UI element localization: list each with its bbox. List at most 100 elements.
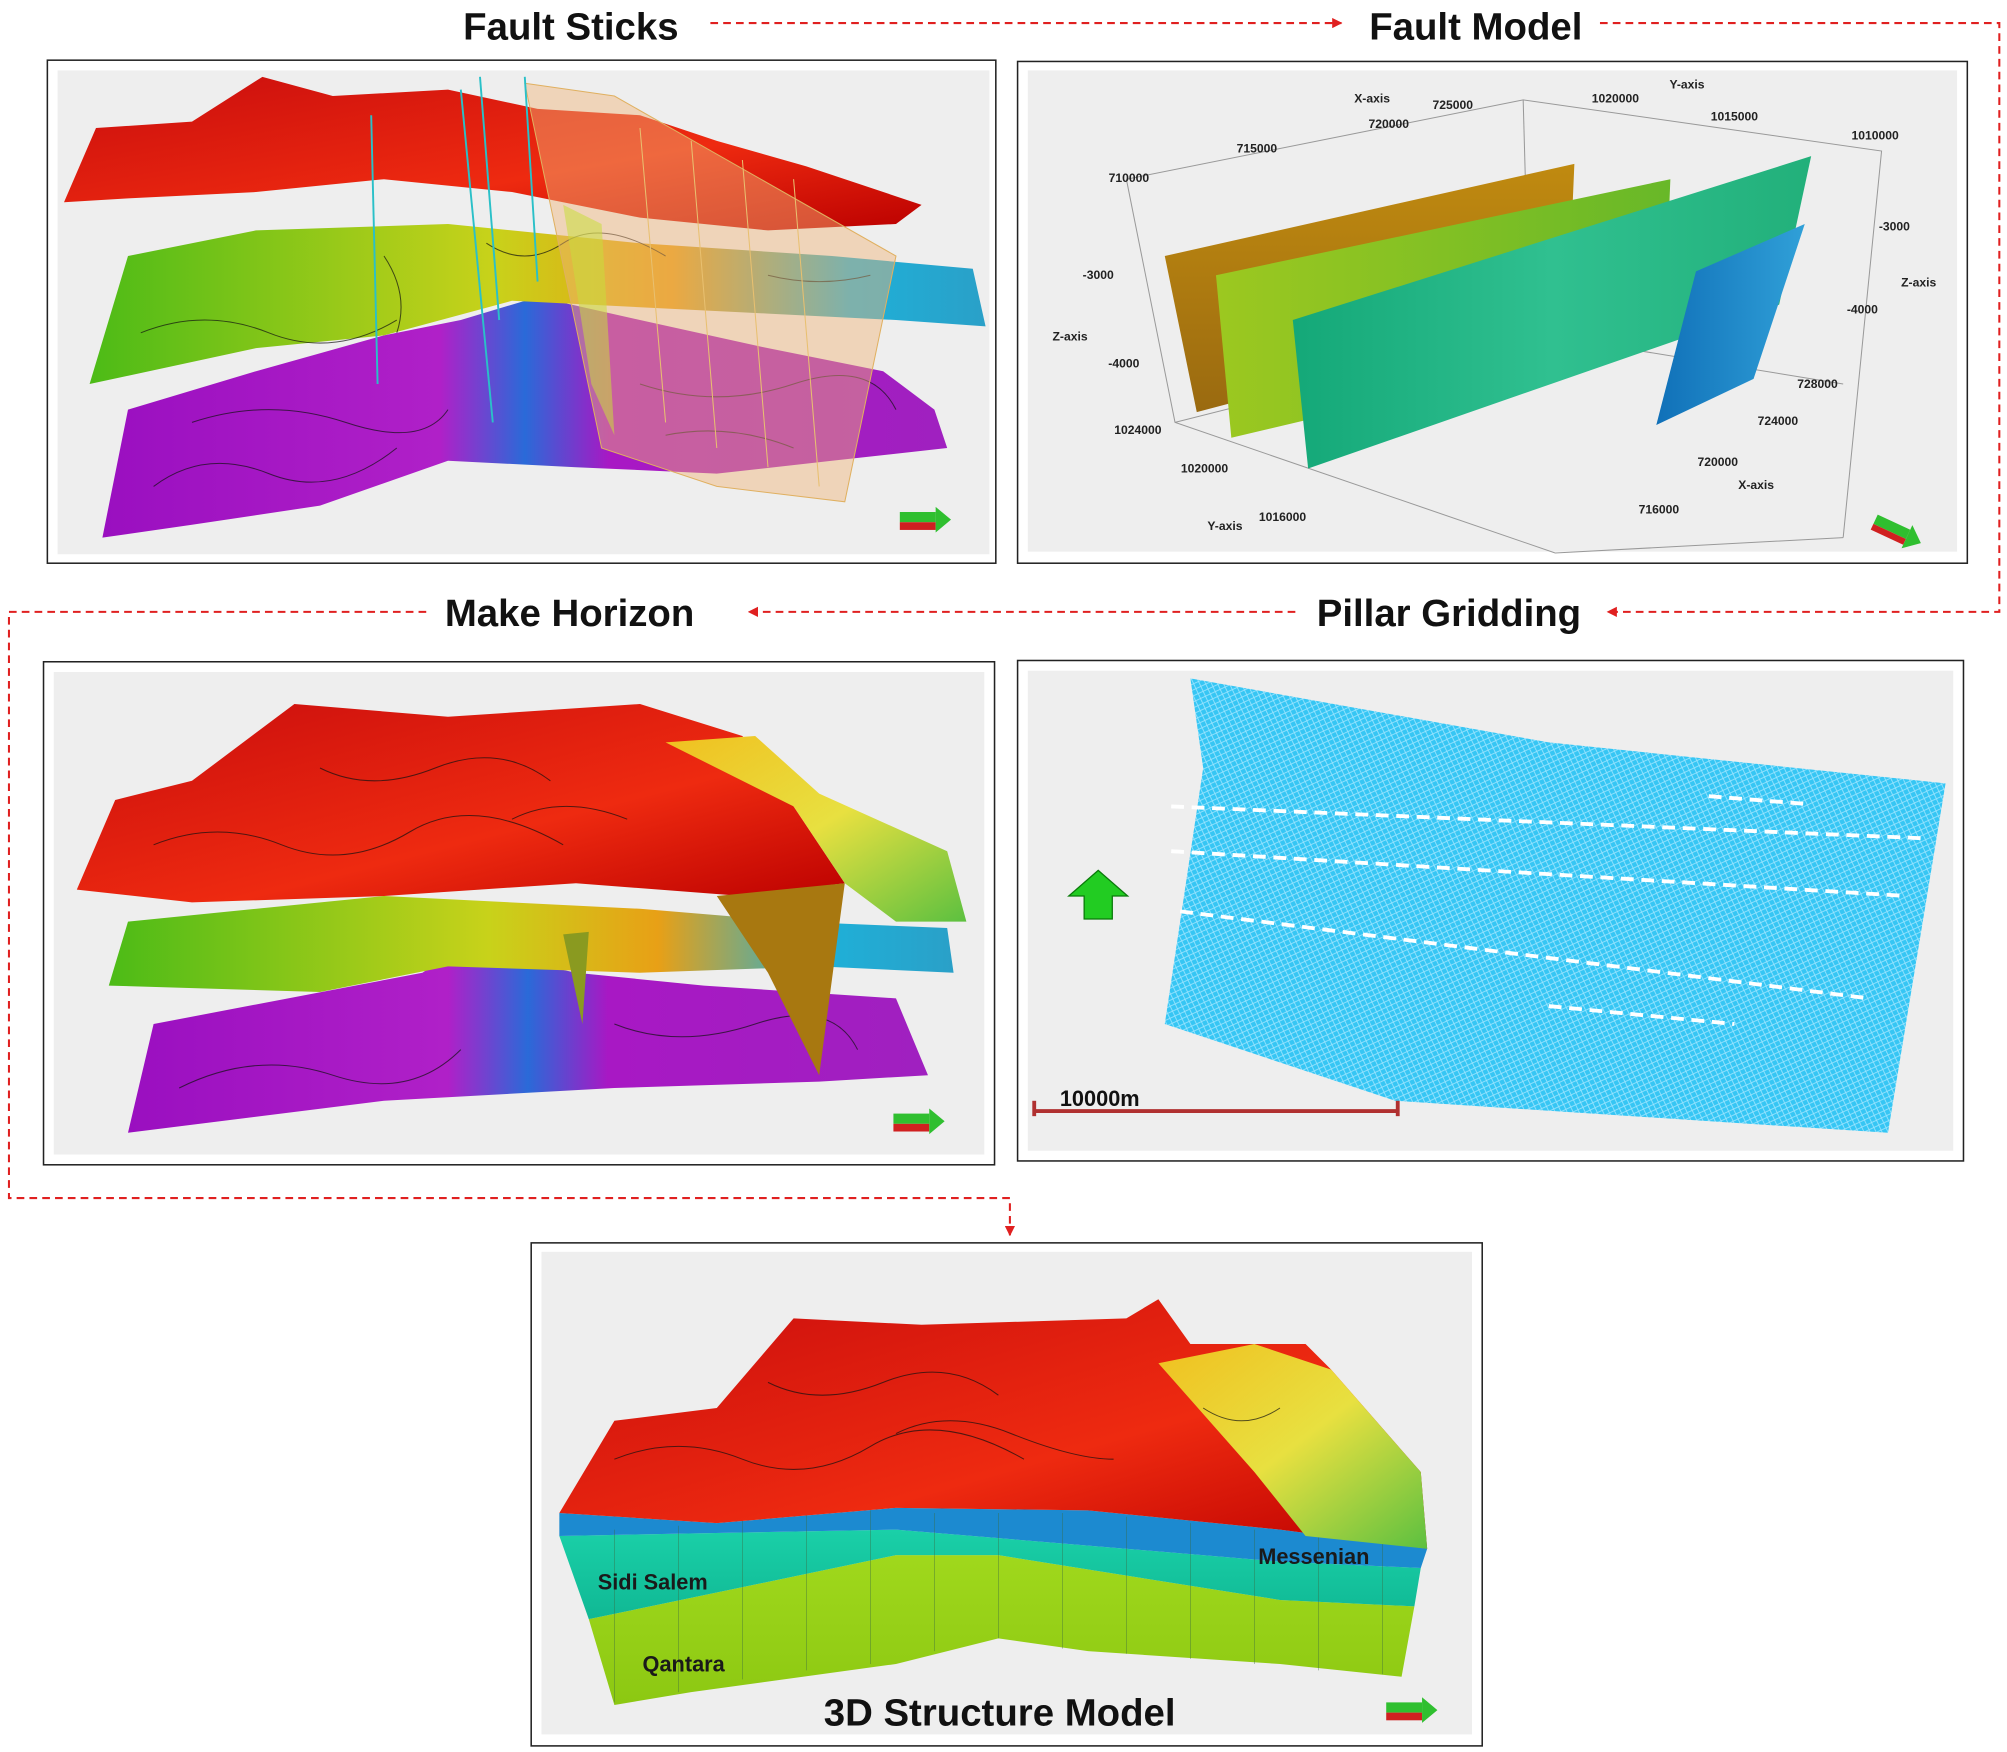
step-title: Fault Model bbox=[1369, 6, 1582, 49]
axis-tick-label: 1015000 bbox=[1711, 109, 1759, 123]
shape bbox=[1870, 514, 1921, 549]
axis-label: Z-axis bbox=[1901, 276, 1936, 290]
shape bbox=[140, 232, 871, 344]
axis-labels: X-axis 725000 720000 715000 710000 10200… bbox=[1053, 77, 1937, 533]
shape bbox=[1292, 156, 1812, 469]
shape bbox=[153, 374, 897, 487]
shape bbox=[1873, 514, 1911, 539]
axis-label: Z-axis bbox=[1053, 329, 1088, 343]
shape bbox=[1126, 99, 1883, 538]
shape bbox=[63, 76, 922, 231]
shape bbox=[1158, 1343, 1428, 1549]
scale-label: 10000m bbox=[1060, 1086, 1140, 1111]
shape bbox=[929, 1108, 945, 1135]
shape bbox=[614, 1510, 1383, 1703]
shape bbox=[1656, 224, 1805, 425]
shape bbox=[639, 127, 667, 423]
shape bbox=[716, 883, 845, 1076]
axis-tick-label: 1024000 bbox=[1114, 423, 1162, 437]
shape bbox=[639, 127, 820, 487]
shape bbox=[614, 1371, 1281, 1470]
shape bbox=[178, 1014, 859, 1089]
formation-label: Qantara bbox=[643, 1652, 726, 1677]
shape bbox=[1870, 523, 1906, 545]
pillar-gridding-panel: 10000m bbox=[1016, 659, 1965, 1162]
north-arrow bbox=[1067, 869, 1130, 920]
shape bbox=[1032, 1100, 1400, 1117]
arrow bbox=[7, 610, 1016, 1237]
shape bbox=[1171, 794, 1927, 1026]
axis-tick-label: 720000 bbox=[1697, 455, 1738, 469]
shape bbox=[1708, 794, 1805, 806]
shape bbox=[899, 512, 936, 523]
axis-tick-label: -3000 bbox=[1879, 219, 1910, 233]
shape bbox=[1386, 1702, 1423, 1713]
shape bbox=[893, 1113, 930, 1124]
shape bbox=[665, 736, 967, 922]
fault-sticks-panel bbox=[46, 59, 997, 564]
shape bbox=[1171, 804, 1927, 841]
structure-model-panel: Sidi Salem Messenian Qantara 3D Structur… bbox=[530, 1242, 1483, 1747]
axis-label: Y-axis bbox=[1207, 519, 1242, 533]
step-title: Make Horizon bbox=[445, 592, 694, 635]
shape bbox=[459, 89, 494, 423]
shape bbox=[1548, 1004, 1735, 1026]
axis-tick-label: 715000 bbox=[1237, 141, 1278, 155]
shape bbox=[1422, 1697, 1438, 1723]
shape bbox=[370, 115, 379, 385]
formation-label: Messenian bbox=[1258, 1544, 1369, 1569]
axis-tick-label: 1016000 bbox=[1259, 510, 1307, 524]
axis-tick-label: 1010000 bbox=[1852, 129, 1900, 143]
step-title: Pillar Gridding bbox=[1317, 592, 1581, 635]
shape bbox=[1386, 1712, 1423, 1721]
make-horizon-panel bbox=[42, 660, 996, 1166]
shape bbox=[76, 704, 845, 903]
flow-arrows bbox=[7, 17, 2001, 1237]
axis-label: X-axis bbox=[1354, 91, 1390, 105]
shape bbox=[893, 1123, 930, 1132]
shape bbox=[690, 140, 718, 449]
axis-tick-label: 1020000 bbox=[1181, 461, 1229, 475]
axis-tick-label: -4000 bbox=[1108, 356, 1139, 370]
arrow bbox=[1599, 22, 2001, 617]
shape bbox=[935, 506, 952, 533]
axis-tick-label: 720000 bbox=[1369, 117, 1410, 131]
shape bbox=[127, 947, 928, 1133]
shape bbox=[588, 1555, 1415, 1705]
formation-label: Sidi Salem bbox=[598, 1570, 708, 1595]
shape bbox=[89, 224, 986, 385]
step-title: 3D Structure Model bbox=[824, 1691, 1176, 1734]
axis-tick-label: 724000 bbox=[1758, 414, 1799, 428]
axis-label: X-axis bbox=[1738, 478, 1774, 492]
axis-tick-label: 1020000 bbox=[1592, 91, 1640, 105]
shape bbox=[523, 76, 539, 282]
shape bbox=[1171, 849, 1908, 898]
shape bbox=[479, 76, 501, 321]
fault-model-panel: X-axis 725000 720000 715000 710000 10200… bbox=[1016, 60, 1969, 564]
shape bbox=[563, 931, 589, 1024]
axis-tick-label: 728000 bbox=[1797, 377, 1838, 391]
axis-tick-label: -4000 bbox=[1847, 303, 1878, 317]
shape bbox=[153, 757, 628, 856]
shape bbox=[899, 522, 936, 530]
shape bbox=[524, 82, 897, 503]
step-title: Fault Sticks bbox=[463, 6, 678, 49]
shape bbox=[1179, 909, 1870, 1001]
axis-tick-label: 725000 bbox=[1433, 98, 1474, 112]
shape bbox=[1125, 179, 1844, 554]
axis-tick-label: 710000 bbox=[1109, 171, 1150, 185]
shape bbox=[893, 1108, 945, 1135]
shape bbox=[793, 179, 820, 487]
shape bbox=[1386, 1697, 1438, 1723]
shape bbox=[899, 506, 952, 533]
shape bbox=[741, 159, 769, 468]
shape bbox=[559, 1507, 1428, 1568]
shape bbox=[102, 296, 948, 538]
axis-label: Y-axis bbox=[1669, 77, 1704, 91]
shape bbox=[370, 76, 539, 423]
axis-tick-label: -3000 bbox=[1083, 268, 1114, 282]
shape bbox=[1901, 525, 1921, 549]
shape bbox=[563, 204, 615, 436]
